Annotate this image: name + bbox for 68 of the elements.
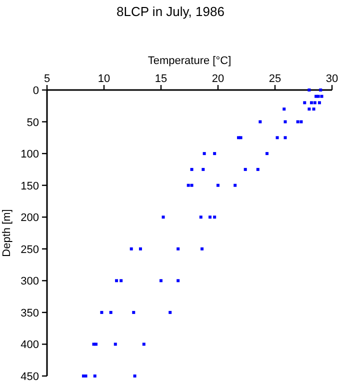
point [256, 168, 260, 171]
point [120, 279, 123, 282]
point [276, 136, 279, 140]
point [109, 310, 112, 314]
y-tick-label: 250 [20, 244, 39, 256]
x-tick-label: 15 [154, 73, 168, 85]
point [216, 184, 220, 187]
point [202, 168, 205, 171]
point [213, 152, 216, 156]
point [320, 94, 324, 98]
point [234, 184, 237, 187]
point [100, 310, 104, 314]
y-tick-label: 100 [20, 148, 39, 161]
point [258, 120, 262, 124]
point [303, 101, 306, 104]
point [142, 342, 146, 346]
chart-title: 8LCP in July, 1986 [116, 4, 224, 19]
point [208, 216, 212, 219]
x-tick-label: 30 [326, 73, 338, 85]
point [244, 168, 247, 171]
point [132, 310, 136, 314]
point [308, 88, 311, 92]
point [313, 101, 316, 104]
y-tick-label: 150 [20, 180, 39, 192]
point [168, 310, 172, 314]
x-tick-label: 5 [44, 73, 50, 85]
y-tick-label: 50 [26, 116, 39, 129]
point [318, 101, 321, 104]
y-tick-label: 0 [32, 85, 39, 97]
point [199, 216, 202, 219]
point [138, 247, 142, 250]
point [190, 184, 194, 187]
point [93, 374, 96, 378]
point [319, 88, 322, 92]
point [300, 120, 303, 124]
y-tick-label: 350 [20, 307, 39, 320]
point [308, 108, 311, 111]
x-tick-label: 10 [98, 73, 110, 85]
point [190, 168, 194, 171]
point [310, 101, 313, 104]
y-axis-title: Depth [m] [1, 209, 13, 257]
y-tick-label: 200 [20, 212, 39, 224]
x-tick-label: 25 [268, 73, 282, 85]
point [312, 108, 316, 111]
point [202, 152, 206, 156]
point [176, 247, 180, 250]
point [213, 216, 216, 219]
y-tick-label: 300 [20, 276, 39, 288]
point [282, 108, 286, 111]
point [160, 279, 162, 282]
point [84, 374, 88, 378]
y-tick-label: 400 [20, 339, 39, 352]
point [115, 279, 118, 282]
point [162, 216, 165, 219]
point [296, 120, 300, 124]
point [94, 342, 98, 346]
point [284, 120, 287, 124]
x-axis-title: Temperature [°C] [148, 55, 232, 67]
point [176, 279, 180, 282]
x-tick-label: 20 [212, 73, 224, 85]
point [133, 374, 136, 378]
point [200, 247, 204, 250]
point [114, 342, 117, 346]
point [130, 247, 133, 250]
point [186, 184, 190, 187]
point [284, 136, 287, 140]
y-tick-label: 450 [20, 371, 39, 383]
point [266, 152, 269, 156]
